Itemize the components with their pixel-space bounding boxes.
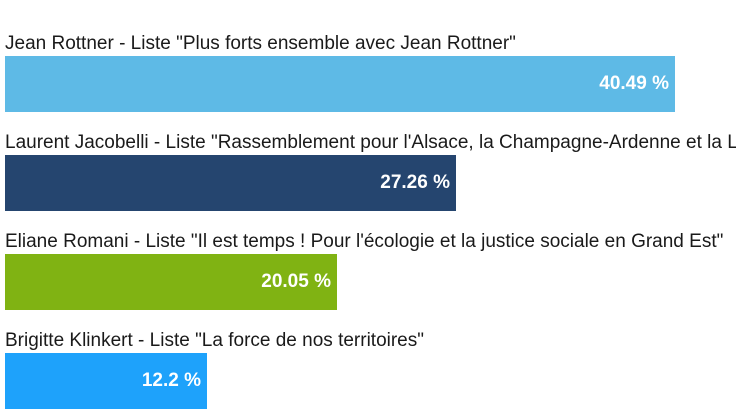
bar-value-label: 20.05 %	[261, 271, 331, 292]
bar: 12.2 %	[5, 353, 207, 409]
bar-row: Eliane Romani - Liste "Il est temps ! Po…	[5, 228, 736, 318]
bar-category-label: Brigitte Klinkert - Liste "La force de n…	[5, 330, 424, 351]
bar-value-label: 12.2 %	[141, 370, 201, 391]
bar-category-label: Eliane Romani - Liste "Il est temps ! Po…	[5, 231, 724, 252]
bar: 27.26 %	[5, 155, 456, 211]
bar-value-label: 40.49 %	[599, 73, 669, 94]
bar: 40.49 %	[5, 56, 675, 112]
bar-row: Brigitte Klinkert - Liste "La force de n…	[5, 327, 736, 417]
bar-row: Laurent Jacobelli - Liste "Rassemblement…	[5, 129, 736, 219]
bar-category-label: Laurent Jacobelli - Liste "Rassemblement…	[5, 132, 736, 153]
bar-row: Jean Rottner - Liste "Plus forts ensembl…	[5, 30, 736, 120]
bar: 20.05 %	[5, 254, 337, 310]
bar-category-label: Jean Rottner - Liste "Plus forts ensembl…	[5, 33, 516, 54]
bar-value-label: 27.26 %	[380, 172, 450, 193]
